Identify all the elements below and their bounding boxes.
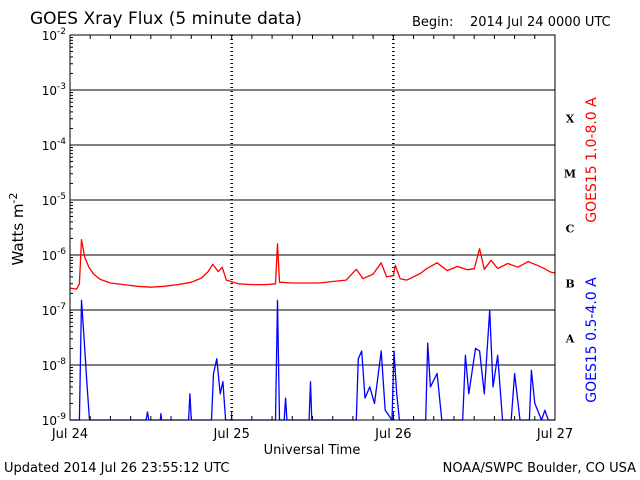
begin-value: 2014 Jul 24 0000 UTC — [470, 15, 611, 30]
x-axis-label: Universal Time — [264, 443, 361, 458]
y-axis-label: Watts m-2 — [7, 193, 27, 266]
flare-class-labels: X M C B A — [564, 113, 576, 346]
y-tick-label: 10-5 — [42, 192, 66, 208]
begin-label: Begin: — [412, 15, 453, 30]
y-tick-label: 10-3 — [42, 82, 66, 98]
credit-text: NOAA/SWPC Boulder, CO USA — [443, 461, 636, 476]
y-tick-label: 10-2 — [42, 27, 66, 43]
flare-class-label: C — [566, 223, 575, 236]
y-tick-label: 10-4 — [42, 137, 67, 153]
series-line-long — [69, 239, 556, 290]
series-lines — [69, 239, 556, 421]
chart-title: GOES Xray Flux (5 minute data) — [30, 9, 302, 29]
plot-frame — [69, 34, 556, 421]
x-tick-label: Jul 24 — [51, 427, 88, 442]
flare-class-label: M — [564, 168, 576, 181]
y-tick-label: 10-9 — [42, 412, 67, 428]
updated-timestamp: Updated 2014 Jul 26 23:55:12 UTC — [4, 461, 229, 476]
x-tick-labels: Jul 24 Jul 25 Jul 26 Jul 27 — [51, 427, 573, 442]
legend-series-long: GOES15 1.0-8.0 A — [584, 97, 600, 223]
y-tick-label: 10-8 — [42, 357, 67, 373]
grid-lines — [69, 34, 556, 421]
x-tick-label: Jul 25 — [212, 427, 249, 442]
flare-class-label: B — [565, 278, 574, 291]
y-tick-label: 10-6 — [42, 247, 67, 263]
flare-class-label: A — [565, 333, 575, 346]
flare-class-label: X — [566, 113, 575, 126]
y-tick-labels: 10-9 10-8 10-7 10-6 10-5 10-4 10-3 10-2 — [42, 27, 67, 428]
x-tick-label: Jul 26 — [374, 427, 411, 442]
y-tick-label: 10-7 — [42, 302, 66, 318]
series-line-short — [70, 299, 555, 421]
legend-series-short: GOES15 0.5-4.0 A — [584, 277, 600, 403]
x-tick-label: Jul 27 — [536, 427, 573, 442]
